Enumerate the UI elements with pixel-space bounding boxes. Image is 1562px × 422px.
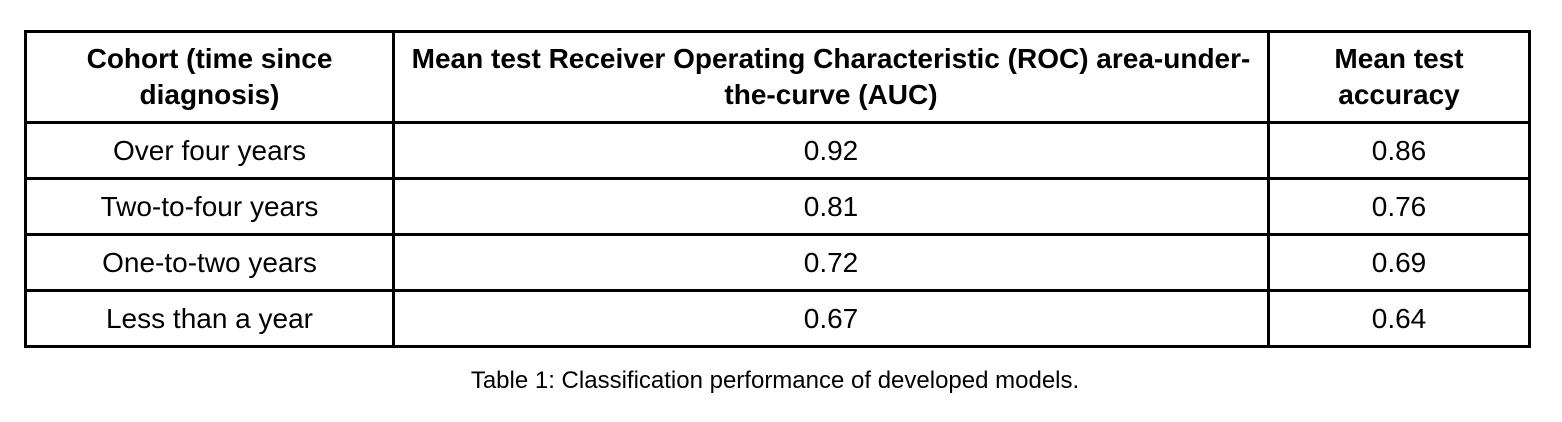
cell-auc: 0.72 <box>392 233 1270 292</box>
table-row: Less than a year 0.67 0.64 <box>24 289 1531 348</box>
cell-cohort: Less than a year <box>24 289 395 348</box>
header-mean-accuracy: Mean test accuracy <box>1267 30 1531 124</box>
table-row: Over four years 0.92 0.86 <box>24 121 1531 180</box>
cell-auc: 0.81 <box>392 177 1270 236</box>
results-table-container: Cohort (time since diagnosis) Mean test … <box>24 30 1531 348</box>
results-table: Cohort (time since diagnosis) Mean test … <box>24 30 1531 348</box>
cell-auc: 0.67 <box>392 289 1270 348</box>
cell-accuracy: 0.64 <box>1267 289 1531 348</box>
table-row: Two-to-four years 0.81 0.76 <box>24 177 1531 236</box>
table-header-row: Cohort (time since diagnosis) Mean test … <box>24 30 1531 124</box>
cell-cohort: Two-to-four years <box>24 177 395 236</box>
cell-cohort: One-to-two years <box>24 233 395 292</box>
header-mean-auc: Mean test Receiver Operating Characteris… <box>392 30 1270 124</box>
table-caption: Table 1: Classification performance of d… <box>470 367 1080 394</box>
cell-accuracy: 0.76 <box>1267 177 1531 236</box>
cell-auc: 0.92 <box>392 121 1270 180</box>
header-cohort: Cohort (time since diagnosis) <box>24 30 395 124</box>
cell-accuracy: 0.86 <box>1267 121 1531 180</box>
table-row: One-to-two years 0.72 0.69 <box>24 233 1531 292</box>
cell-accuracy: 0.69 <box>1267 233 1531 292</box>
cell-cohort: Over four years <box>24 121 395 180</box>
